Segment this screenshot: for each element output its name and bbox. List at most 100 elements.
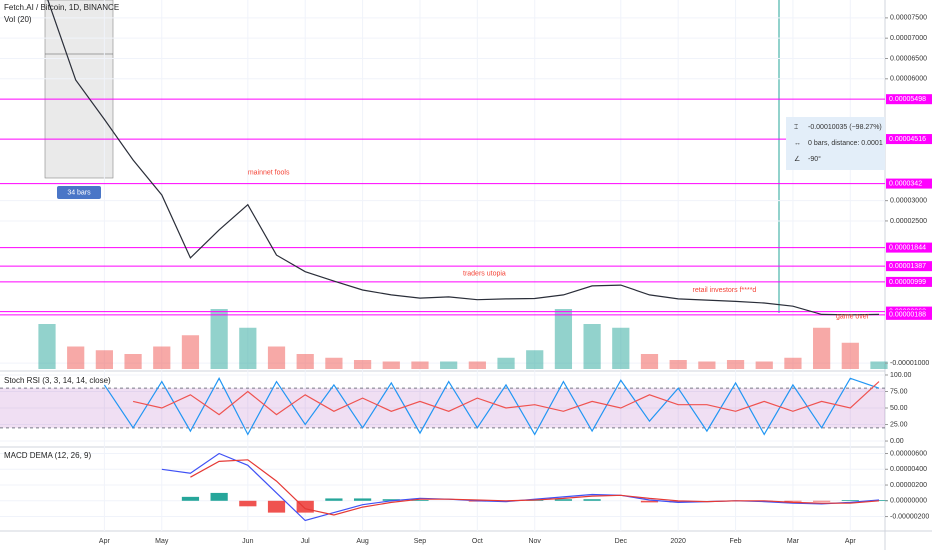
histogram-bar — [296, 500, 314, 513]
annotation: traders utopia — [463, 271, 506, 278]
histogram-bar — [841, 500, 859, 501]
level-badge — [886, 309, 932, 320]
volume-bar — [698, 361, 716, 369]
volume-bar — [353, 360, 372, 369]
y-tick-label: 0.00000200 — [890, 482, 927, 489]
histogram-bar — [583, 499, 601, 501]
y-tick-label: 0.00007500 — [890, 15, 927, 22]
bars-label: 34 bars — [67, 189, 91, 196]
icon: ↔ — [794, 140, 801, 147]
level-label: 0.00004516 — [889, 136, 926, 143]
measure-tooltip — [786, 117, 885, 170]
x-tick-label: Sep — [414, 538, 427, 545]
x-tick-label: Jun — [242, 538, 253, 545]
volume-bar — [640, 354, 659, 369]
histogram-bar — [353, 498, 372, 501]
annotation: retail investors f****d — [693, 287, 757, 294]
histogram-bar — [640, 500, 659, 503]
y-tick-label: 100.00 — [890, 372, 912, 379]
volume-bar — [612, 327, 630, 369]
histogram-bar — [210, 492, 228, 501]
level-badge — [886, 242, 932, 253]
volume-bar — [726, 360, 745, 369]
histogram-bar — [325, 498, 343, 501]
histogram-bar — [239, 500, 257, 507]
level-label: 0.00005498 — [889, 96, 926, 103]
y-tick-label: 50.00 — [890, 405, 908, 412]
level-label: 0.00001844 — [889, 244, 926, 251]
level-badge — [886, 134, 932, 145]
y-tick-label: 0.00000600 — [890, 450, 927, 457]
x-tick-label: Jul — [301, 538, 310, 545]
series-line — [132, 381, 880, 416]
level-label: 0.00000188 — [889, 312, 926, 319]
macd-title[interactable]: MACD DEMA (12, 26, 9) — [4, 451, 91, 460]
y-tick-label: 0.00002500 — [890, 218, 927, 225]
stoch-title[interactable]: Stoch RSI (3, 3, 14, 14, close) — [4, 376, 111, 385]
histogram-bar — [813, 500, 831, 502]
histogram-bar — [382, 499, 400, 501]
measure-distance: 0 bars, distance: 0.0001 — [808, 140, 883, 147]
x-tick-label: Oct — [472, 538, 483, 545]
y-tick-label: 75.00 — [890, 388, 908, 395]
y-tick-label: -0.00001000 — [890, 360, 929, 367]
level-badge — [886, 94, 932, 105]
volume-bar — [239, 327, 257, 369]
x-tick-label: Mar — [787, 538, 800, 545]
series-line — [47, 0, 880, 316]
x-tick-label: May — [155, 538, 169, 545]
y-tick-label: 0.00000400 — [890, 466, 927, 473]
measure-change: -0.00010035 (−98.27%) — [808, 124, 882, 131]
volume-bar — [411, 361, 429, 369]
level-label: 0.00000999 — [889, 279, 926, 286]
x-tick-label: Apr — [845, 538, 857, 545]
x-tick-label: Dec — [615, 538, 628, 545]
volume-bar — [554, 309, 573, 369]
y-tick-label: 25.00 — [890, 421, 908, 428]
symbol-title[interactable]: Fetch.AI / Bitcoin, 1D, BINANCE — [4, 3, 119, 12]
volume-bar — [755, 361, 773, 369]
volume-bar — [382, 361, 400, 369]
y-tick-label: 0.00006500 — [890, 55, 927, 62]
volume-bar — [440, 361, 458, 369]
level-badge — [886, 178, 932, 189]
volume-bar — [497, 357, 515, 369]
level-badge — [886, 261, 932, 272]
annotation: mainnet fools — [248, 169, 290, 176]
volume-bar — [124, 354, 142, 369]
bars-badge — [57, 186, 101, 199]
y-tick-label: 0.00007000 — [890, 35, 927, 42]
icon: ⌶ — [794, 124, 798, 131]
volume-bar — [813, 327, 831, 369]
volume-bar — [468, 361, 486, 369]
volume-bar — [181, 335, 200, 369]
volume-bar — [841, 342, 859, 369]
stoch-band — [0, 388, 885, 428]
y-tick-label: 0.00003000 — [890, 197, 927, 204]
histogram-bar — [267, 500, 286, 513]
annotation: game over — [836, 314, 870, 321]
level-badge — [886, 276, 932, 287]
volume-title[interactable]: Vol (20) — [4, 15, 32, 24]
y-tick-label: 0.00 — [890, 438, 904, 445]
x-tick-label: Feb — [730, 538, 742, 545]
volume-bar — [38, 324, 56, 369]
marks: mainnet fools traders utopia retail invest… — [0, 0, 888, 531]
y-tick-label: 0.00006000 — [890, 76, 927, 83]
level-label: 0.0000342 — [889, 180, 922, 187]
y-tick-label: 0.00000000 — [890, 498, 927, 505]
volume-bar — [210, 309, 228, 369]
series-line — [103, 377, 880, 436]
volume-bar — [784, 357, 802, 369]
volume-bar — [325, 357, 343, 369]
volume-bar — [267, 346, 286, 369]
x-tick-label: Aug — [356, 538, 369, 545]
volume-bar — [95, 350, 113, 369]
series-line — [190, 459, 880, 516]
volume-bar — [153, 346, 171, 369]
y-tick-label: -0.00000200 — [890, 513, 929, 520]
x-tick-label: Nov — [528, 538, 541, 545]
level-label: 0.00001387 — [889, 263, 926, 270]
